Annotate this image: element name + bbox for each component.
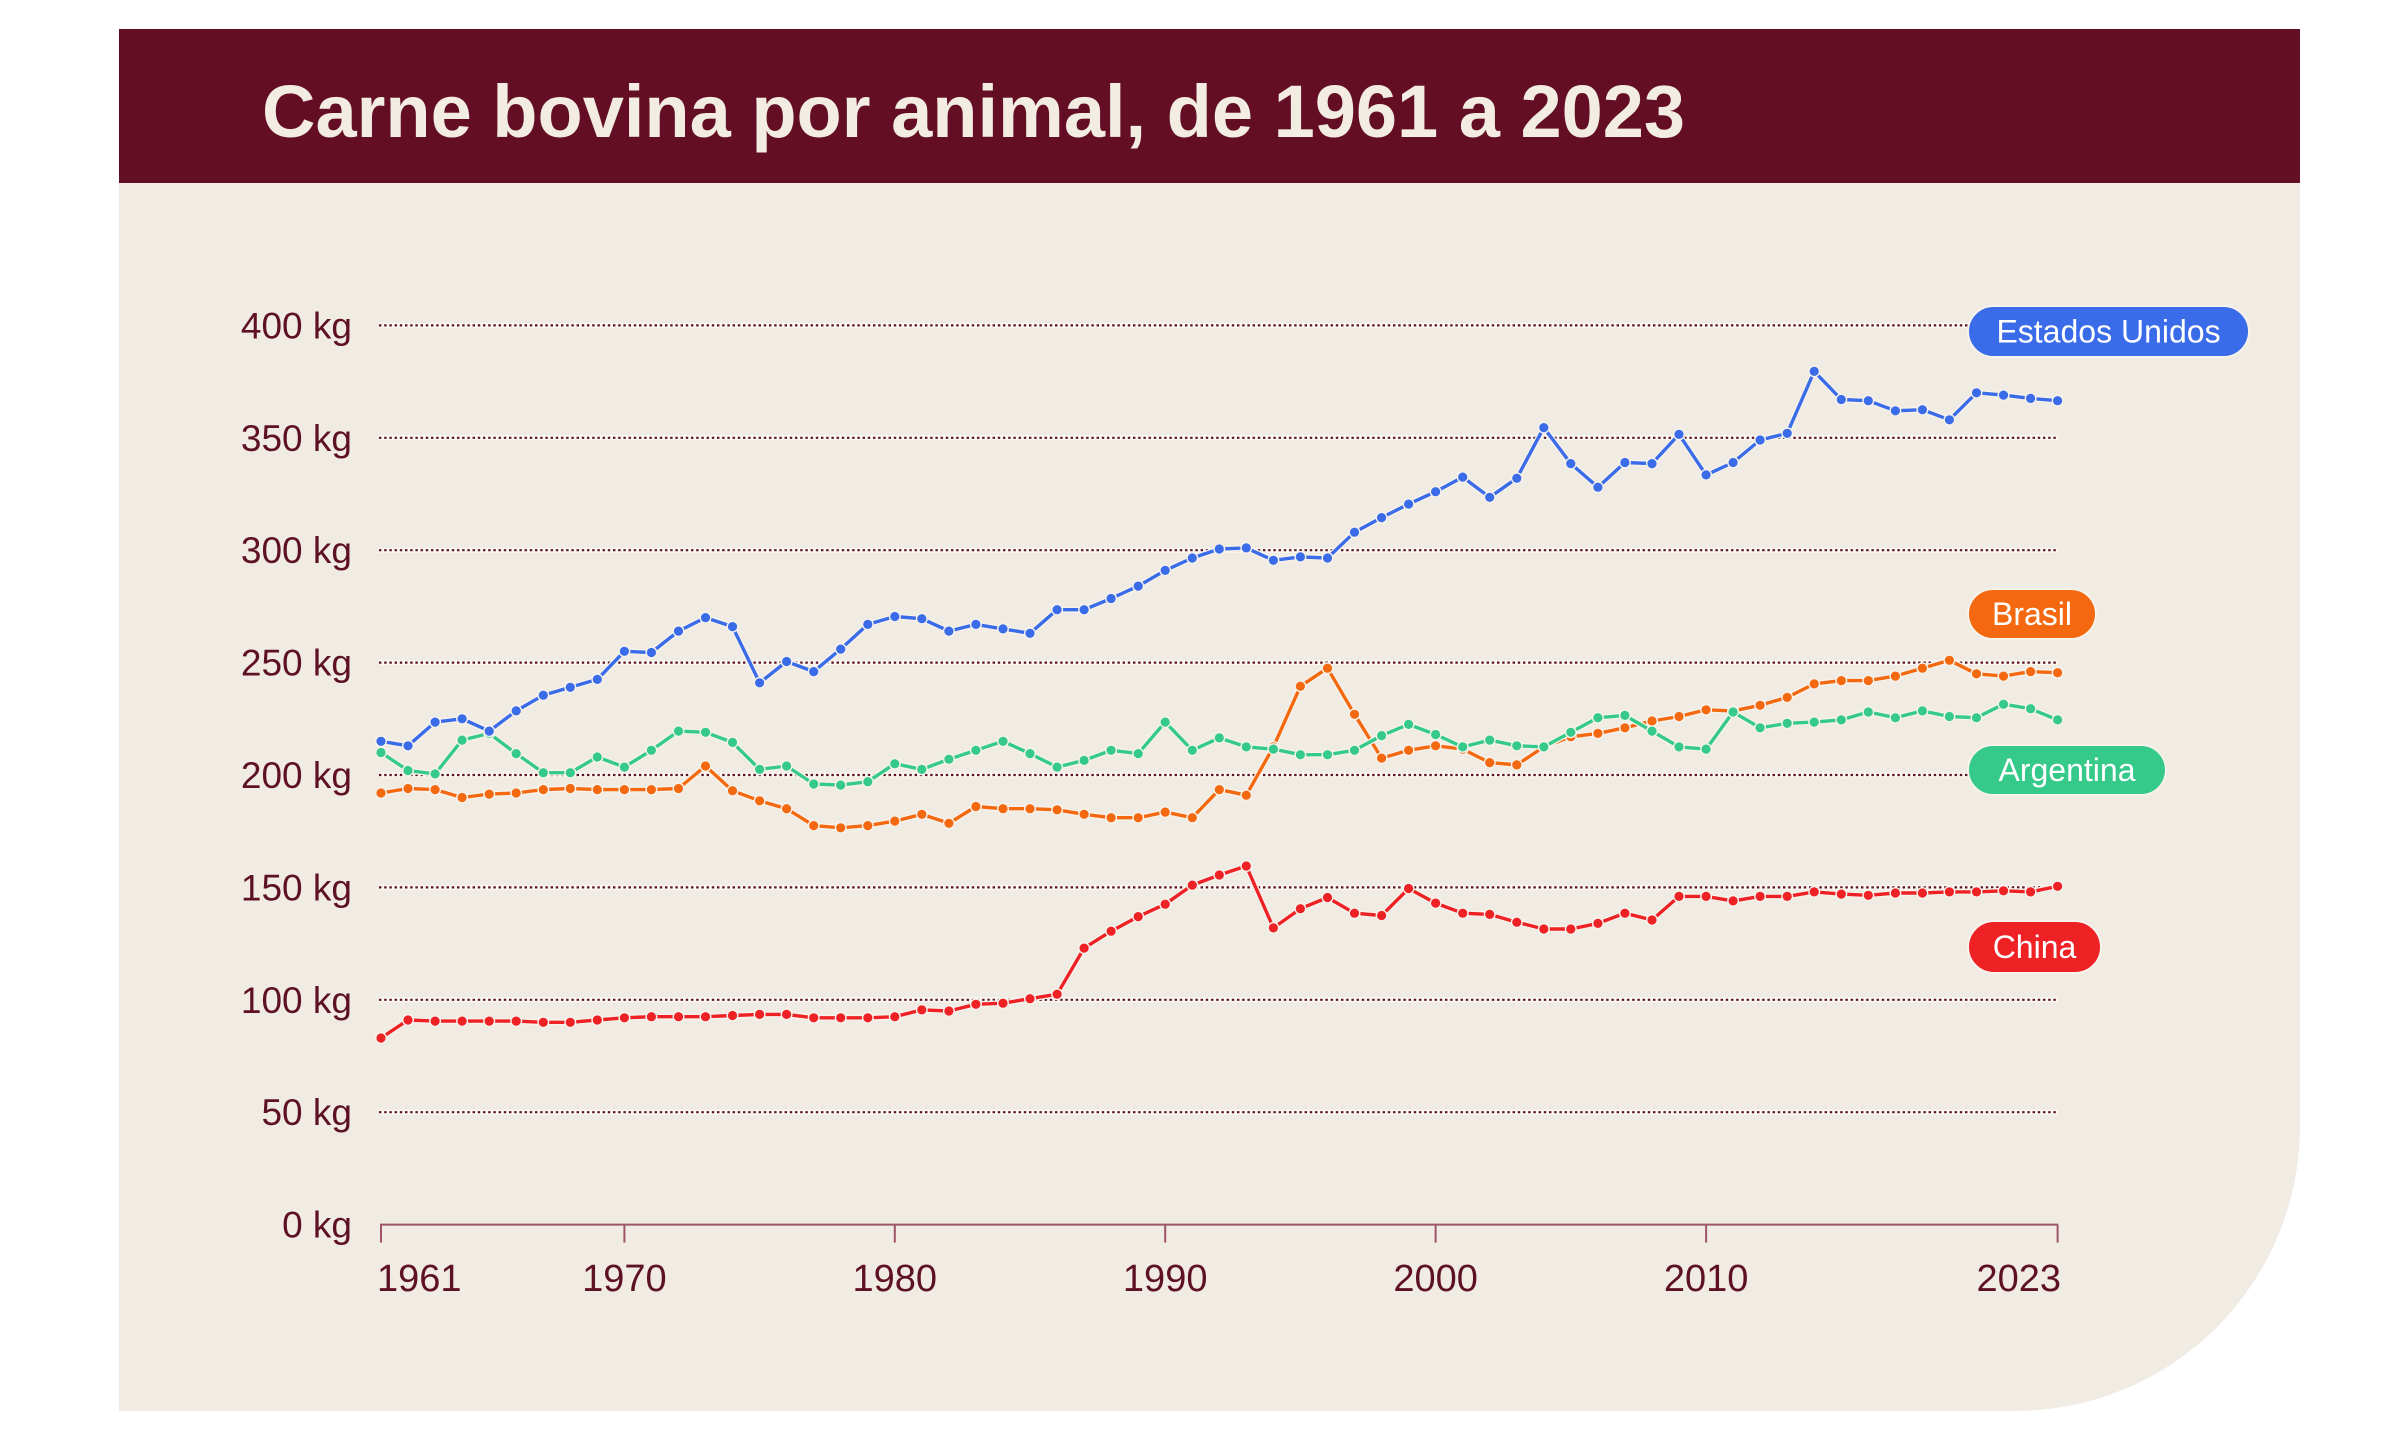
svg-text:150 kg: 150 kg — [241, 867, 352, 908]
svg-text:350 kg: 350 kg — [241, 418, 352, 459]
svg-text:1961: 1961 — [377, 1258, 462, 1300]
svg-text:2000: 2000 — [1393, 1258, 1478, 1300]
svg-text:1970: 1970 — [582, 1258, 667, 1300]
svg-text:100 kg: 100 kg — [241, 980, 352, 1021]
svg-text:2023: 2023 — [1976, 1258, 2061, 1300]
svg-text:200 kg: 200 kg — [241, 755, 352, 796]
svg-text:Argentina: Argentina — [1999, 752, 2136, 788]
svg-text:Estados Unidos: Estados Unidos — [1996, 314, 2220, 350]
svg-text:1980: 1980 — [853, 1258, 938, 1300]
svg-text:Brasil: Brasil — [1992, 596, 2072, 632]
svg-text:300 kg: 300 kg — [241, 530, 352, 571]
svg-text:50 kg: 50 kg — [261, 1092, 352, 1133]
svg-text:1990: 1990 — [1123, 1258, 1208, 1300]
svg-text:0 kg: 0 kg — [282, 1205, 352, 1246]
svg-text:400 kg: 400 kg — [241, 305, 352, 346]
svg-text:China: China — [1993, 929, 2077, 965]
svg-text:250 kg: 250 kg — [241, 643, 352, 684]
svg-text:2010: 2010 — [1664, 1258, 1749, 1300]
